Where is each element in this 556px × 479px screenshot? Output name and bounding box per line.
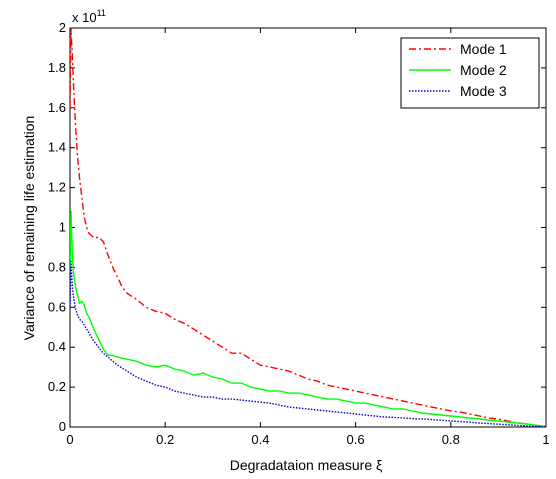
y-tick-label: 1.4 [48,140,66,155]
x-axis-label: Degradataion measure ξ [230,457,383,473]
y-exponent-label: x 1011 [72,8,106,25]
legend-label: Mode 2 [460,62,507,78]
y-tick-label: 0 [59,419,66,434]
legend: Mode 1 Mode 2 Mode 3 [400,37,540,109]
y-exponent-power: 11 [97,8,106,18]
x-tick-label: 0.8 [442,432,460,447]
x-tick-label: 0.6 [347,432,365,447]
x-tick-label: 0.2 [156,432,174,447]
y-tick-label: 2 [59,20,66,35]
x-tick-label: 0 [66,432,73,447]
y-exponent-base: x 10 [72,10,97,25]
x-tick-label: 0.4 [251,432,269,447]
y-tick-label: 0.6 [48,299,66,314]
y-axis-label: Variance of remaining life estimation [21,116,37,341]
series-line-mode-2 [70,210,546,427]
y-axis-ticks: 0 0.2 0.4 0.6 0.8 1 1.2 1.4 1.6 1.8 2 [48,20,546,434]
y-tick-label: 1.6 [48,100,66,115]
y-tick-label: 0.2 [48,379,66,394]
x-tick-label: 1 [542,432,549,447]
series-layer [70,28,546,427]
y-tick-label: 1 [59,220,66,235]
series-line-mode-1 [70,28,546,427]
legend-label: Mode 1 [460,41,507,57]
series-line-mode-3 [70,260,546,427]
y-tick-label: 0.4 [48,339,66,354]
y-tick-label: 1.2 [48,180,66,195]
y-tick-label: 1.8 [48,60,66,75]
legend-label: Mode 3 [460,83,507,99]
x-axis-ticks: 0 0.2 0.4 0.6 0.8 1 [66,28,550,447]
y-tick-label: 0.8 [48,259,66,274]
